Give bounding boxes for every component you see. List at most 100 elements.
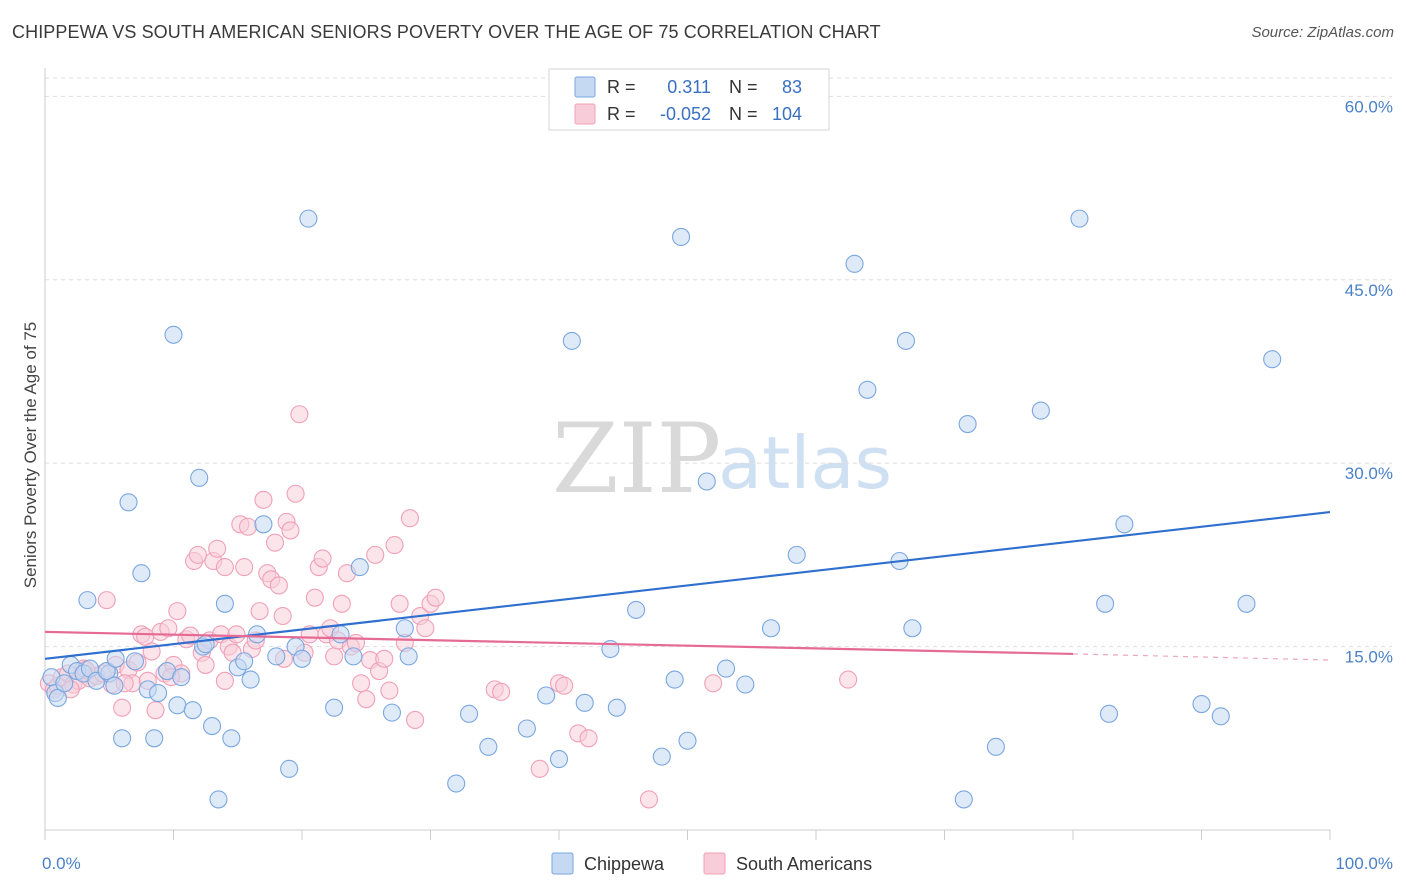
south-americans-point <box>286 484 305 503</box>
south-americans-point <box>305 588 324 607</box>
chippewa-point <box>537 686 556 705</box>
chippewa-point <box>1192 695 1211 714</box>
chippewa-point <box>106 649 125 668</box>
legend-r-value-1: 0.311 <box>667 77 711 97</box>
south-americans-point <box>313 549 332 568</box>
watermark-zip: ZIP <box>552 403 721 515</box>
chippewa-point <box>209 790 228 809</box>
chippewa-point <box>1263 350 1282 369</box>
chippewa-point <box>350 558 369 577</box>
south-americans-point <box>579 729 598 748</box>
legend-r-label-2: R = <box>607 104 636 124</box>
legend-n-value-2: 104 <box>772 104 802 124</box>
south-americans-point <box>215 671 234 690</box>
chippewa-point <box>97 661 116 681</box>
chippewa-point <box>145 729 164 748</box>
chippewa-point <box>517 719 536 738</box>
legend-r-label-1: R = <box>607 77 636 97</box>
y-tick-label: 15.0% <box>1345 648 1393 667</box>
south-americans-point <box>555 676 574 695</box>
chippewa-point <box>164 325 183 344</box>
south-americans-point <box>380 681 399 700</box>
chippewa-point <box>241 670 260 689</box>
south-americans-point <box>390 594 409 613</box>
chippewa-point <box>652 747 671 766</box>
south-americans-point <box>704 674 723 693</box>
south-americans-point <box>357 690 376 709</box>
chippewa-point <box>399 647 418 666</box>
south-americans-point <box>416 619 435 638</box>
chippewa-point <box>787 545 806 564</box>
data-points <box>39 87 1282 809</box>
correlation-legend: R = 0.311 N = 83 R = -0.052 N = 104 <box>548 68 830 131</box>
south-americans-point <box>839 670 858 689</box>
chippewa-point <box>222 729 241 748</box>
chippewa-point <box>447 774 466 793</box>
bottom-legend-swatch-chippewa <box>551 852 574 875</box>
chippewa-point <box>196 635 215 654</box>
chippewa-point <box>954 790 973 809</box>
chippewa-point <box>1211 707 1230 726</box>
chippewa-point <box>607 698 626 717</box>
chippewa-point <box>325 698 344 717</box>
south-americans-point <box>273 606 292 626</box>
chippewa-point <box>168 696 187 715</box>
chippewa-point <box>736 675 755 694</box>
south-americans-point <box>250 602 269 621</box>
chippewa-point <box>395 619 414 638</box>
chippewa-point <box>549 750 569 769</box>
south-americans-point <box>235 558 254 577</box>
south-americans-point <box>366 545 385 564</box>
x-tick-label: 0.0% <box>42 854 81 873</box>
chippewa-point <box>1070 209 1089 228</box>
chippewa-point <box>459 704 479 723</box>
south-americans-point <box>238 517 258 536</box>
south-americans-point <box>188 545 207 564</box>
legend-r-value-2: -0.052 <box>660 104 711 124</box>
south-americans-point <box>97 591 116 610</box>
south-americans-point <box>208 539 227 558</box>
chippewa-point <box>113 729 132 748</box>
south-americans-point <box>159 619 178 638</box>
legend-n-label-2: N = <box>729 104 758 124</box>
chippewa-point <box>190 468 209 487</box>
south-americans-point <box>281 521 300 540</box>
chippewa-point <box>172 668 191 687</box>
chippewa-point <box>119 493 138 512</box>
south-americans-point <box>639 790 659 809</box>
chippewa-point <box>105 676 124 695</box>
chippewa-point <box>132 564 151 583</box>
axes <box>44 68 1331 840</box>
chippewa-point <box>678 731 697 750</box>
chippewa-point <box>896 331 916 350</box>
south-americans-point <box>265 533 285 552</box>
x-tick-label: 100.0% <box>1335 854 1393 873</box>
south-americans-point <box>530 759 549 778</box>
south-americans-trend-line <box>44 630 1074 656</box>
south-americans-point <box>227 625 246 644</box>
south-americans-point <box>325 647 344 666</box>
trend-lines <box>44 510 1331 661</box>
chippewa-point <box>903 619 922 638</box>
south-americans-point <box>426 588 445 607</box>
bottom-legend-label-chippewa: Chippewa <box>584 854 665 874</box>
source-credit: Source: ZipAtlas.com <box>1251 24 1394 41</box>
south-americans-point <box>254 490 273 509</box>
chippewa-point <box>299 209 318 228</box>
south-americans-point <box>375 649 394 668</box>
series-legend: Chippewa South Americans <box>551 852 872 875</box>
y-tick-label: 45.0% <box>1345 281 1393 300</box>
chart-title: CHIPPEWA VS SOUTH AMERICAN SENIORS POVER… <box>12 22 881 42</box>
chippewa-point <box>55 674 74 693</box>
chippewa-point <box>845 254 864 273</box>
chippewa-point <box>958 414 977 434</box>
south-americans-point <box>269 576 288 595</box>
chippewa-point <box>235 652 254 671</box>
y-tick-label: 60.0% <box>1345 97 1393 116</box>
south-americans-point <box>113 698 132 717</box>
chippewa-point <box>125 652 144 671</box>
south-americans-point <box>332 594 351 613</box>
chippewa-point <box>1031 401 1050 420</box>
chippewa-point <box>203 717 222 736</box>
